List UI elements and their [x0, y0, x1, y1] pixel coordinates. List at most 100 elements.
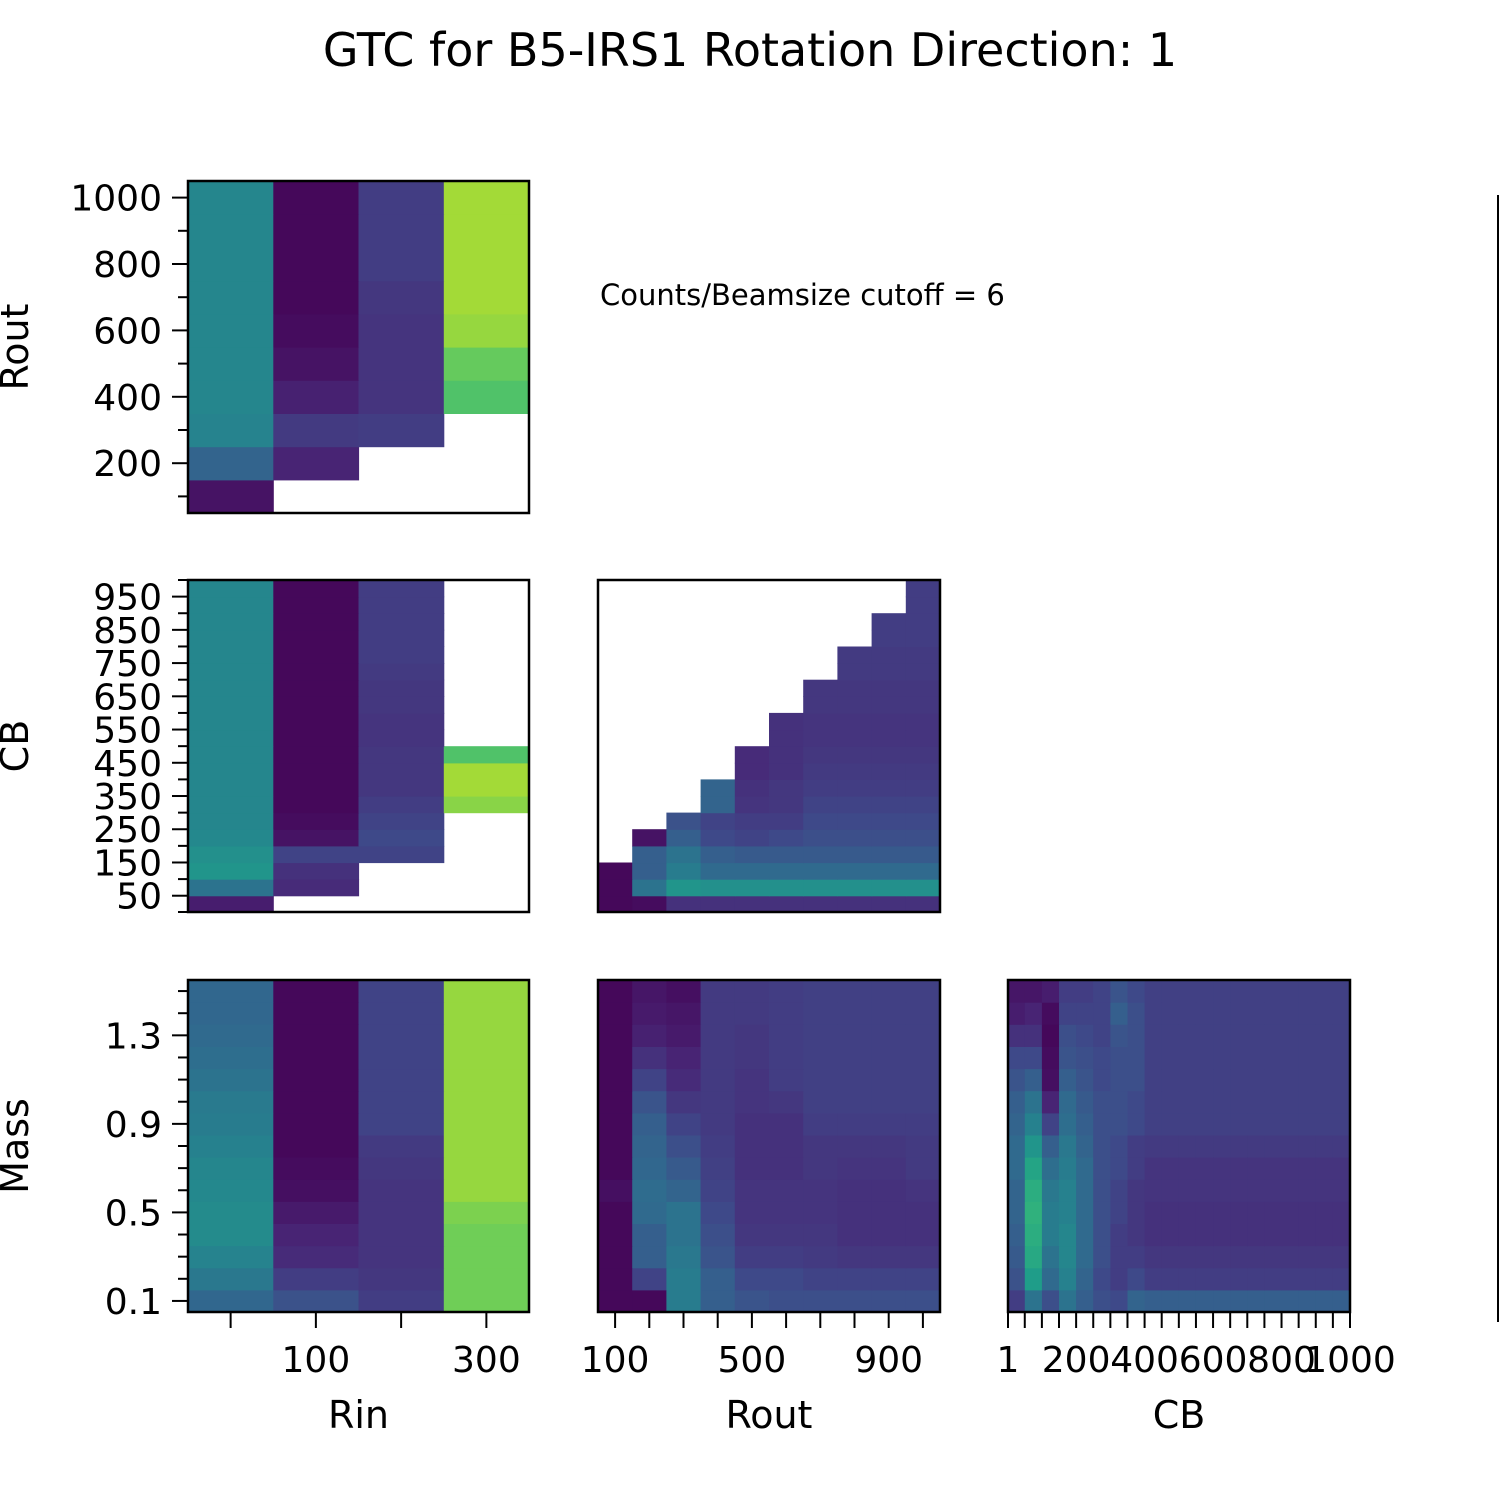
- heatmap-cell: [188, 1157, 274, 1180]
- heatmap-cell: [188, 479, 274, 514]
- heatmap-cell: [188, 380, 274, 414]
- heatmap-cell: [358, 829, 445, 847]
- heatmap-cell: [1264, 1134, 1283, 1158]
- heatmap-cell: [1247, 1090, 1265, 1114]
- heatmap-cell: [188, 696, 274, 714]
- heatmap-cell: [1315, 1157, 1334, 1180]
- heatmap-cell: [1024, 1002, 1043, 1025]
- heatmap-cell: [1093, 1024, 1111, 1047]
- heatmap-cell: [837, 1201, 873, 1224]
- heatmap-cell: [1024, 1024, 1043, 1047]
- heatmap-cell: [188, 646, 274, 664]
- heatmap-cell: [1281, 1068, 1300, 1092]
- heatmap-cell: [273, 862, 360, 880]
- heatmap-cell: [1230, 1068, 1248, 1092]
- heatmap-cell: [769, 862, 804, 880]
- heatmap-cell: [1247, 1046, 1265, 1070]
- heatmap-cell: [1332, 1245, 1351, 1269]
- heatmap-cell: [1008, 980, 1026, 1003]
- x-tick-label: 300: [452, 1340, 521, 1381]
- heatmap-cell: [905, 712, 941, 731]
- heatmap-cell: [1230, 1134, 1248, 1158]
- heatmap-cell: [1230, 1223, 1248, 1247]
- heatmap-cell: [1127, 1112, 1146, 1136]
- heatmap-cell: [1008, 1046, 1026, 1070]
- panel-frame: [596, 578, 942, 914]
- heatmap-cell: [273, 446, 360, 481]
- heatmap-cell: [769, 1179, 804, 1202]
- heatmap-cell: [734, 1112, 770, 1136]
- heatmap-cell: [1110, 1223, 1129, 1247]
- heatmap-cell: [1127, 1289, 1146, 1313]
- heatmap-cell: [1059, 1201, 1077, 1224]
- panel-frame: [186, 179, 531, 515]
- heatmap-cell: [1332, 1024, 1351, 1047]
- heatmap-cell: [1093, 1046, 1111, 1070]
- heatmap-cell: [803, 862, 838, 880]
- heatmap-cell: [1127, 1002, 1146, 1025]
- heatmap-cell: [188, 895, 274, 913]
- heatmap-cell: [734, 1223, 770, 1247]
- heatmap-cell: [273, 1223, 360, 1247]
- heatmap-cell: [1230, 1002, 1248, 1025]
- heatmap-cell: [273, 1002, 360, 1025]
- heatmap-cell: [1315, 1134, 1334, 1158]
- heatmap-cell: [837, 679, 873, 697]
- heatmap-cell: [1144, 1046, 1163, 1070]
- heatmap-cell: [803, 762, 838, 780]
- heatmap-cell: [358, 679, 445, 697]
- heatmap-cell: [837, 746, 873, 764]
- heatmap-cell: [700, 779, 736, 797]
- heatmap-cell: [1059, 1046, 1077, 1070]
- heatmap-cell: [273, 1267, 360, 1291]
- heatmap-cell: [734, 812, 770, 830]
- heatmap-cell: [769, 729, 804, 747]
- heatmap-cell: [803, 1090, 838, 1114]
- heatmap-cell: [1008, 1157, 1026, 1180]
- heatmap-cell: [1041, 1201, 1060, 1224]
- heatmap-cell: [632, 1024, 667, 1047]
- heatmap-cell: [1315, 1245, 1334, 1269]
- heatmap-cell: [905, 779, 941, 797]
- heatmap-cell: [1298, 1068, 1317, 1092]
- heatmap-cell: [1076, 1223, 1094, 1247]
- heatmap-cell: [273, 879, 360, 897]
- heatmap-cell: [1298, 1201, 1317, 1224]
- heatmap-cell: [803, 1289, 838, 1313]
- heatmap-cell: [666, 1090, 702, 1114]
- heatmap-cell: [273, 1179, 360, 1202]
- heatmap-cell: [598, 1245, 633, 1269]
- heatmap-cell: [443, 1245, 530, 1269]
- heatmap-cell: [1315, 1179, 1334, 1202]
- heatmap-cell: [1008, 1002, 1026, 1025]
- heatmap-cell: [1110, 1134, 1129, 1158]
- heatmap-cell: [700, 1134, 736, 1158]
- heatmap-cell: [1127, 1267, 1146, 1291]
- heatmap-cell: [1332, 1223, 1351, 1247]
- heatmap-cell: [1315, 1024, 1334, 1047]
- heatmap-cell: [1008, 1068, 1026, 1092]
- heatmap-cell: [1247, 1179, 1265, 1202]
- heatmap-cell: [1127, 1245, 1146, 1269]
- heatmap-cell: [1247, 1068, 1265, 1092]
- heatmap-cell: [1178, 1090, 1197, 1114]
- heatmap-cell: [666, 812, 702, 830]
- heatmap-cell: [188, 1267, 274, 1291]
- heatmap-cell: [769, 1068, 804, 1092]
- heatmap-cell: [1195, 1024, 1214, 1047]
- heatmap-cell: [1213, 1134, 1231, 1158]
- heatmap-cell: [905, 613, 941, 631]
- heatmap-cell: [803, 1157, 838, 1180]
- heatmap-cell: [188, 712, 274, 731]
- heatmap-cell: [837, 879, 873, 897]
- heatmap-cell: [803, 980, 838, 1003]
- heatmap-cell: [273, 845, 360, 864]
- heatmap-cell: [598, 1134, 633, 1158]
- heatmap-cell: [1076, 1068, 1094, 1092]
- heatmap-cell: [1024, 1157, 1043, 1180]
- heatmap-cell: [358, 1046, 445, 1070]
- heatmap-cell: [632, 980, 667, 1003]
- x-tick-label: 100: [282, 1340, 351, 1381]
- heatmap-cell: [1281, 1289, 1300, 1313]
- heatmap-cell: [1281, 1134, 1300, 1158]
